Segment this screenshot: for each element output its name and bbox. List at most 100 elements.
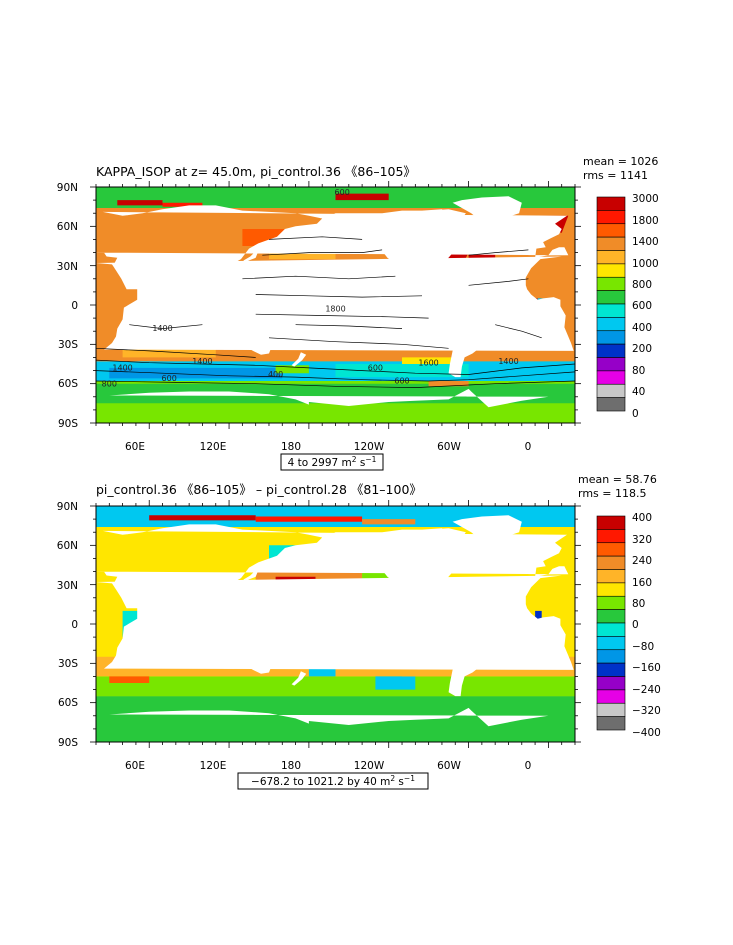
field-patch bbox=[335, 193, 389, 201]
land-borneo bbox=[214, 295, 228, 311]
panel2-cbar-label-320: 320 bbox=[632, 534, 652, 546]
field-patch bbox=[402, 357, 456, 364]
land-borneo bbox=[214, 614, 228, 630]
land-sumatra bbox=[195, 617, 211, 632]
panel1-cbar-label-0: 0 bbox=[632, 408, 639, 420]
field-patch bbox=[255, 516, 363, 522]
panel2-rms: rms = 118.5 bbox=[578, 487, 646, 500]
panel2-ytick-30n: 30N bbox=[57, 580, 78, 592]
field-patch bbox=[375, 676, 416, 690]
panel2-land bbox=[96, 515, 574, 742]
colorbar-swatch bbox=[596, 702, 626, 717]
contour-line bbox=[495, 324, 542, 339]
contour-line bbox=[268, 236, 363, 240]
land-philippines bbox=[229, 600, 237, 617]
land-antarctica bbox=[109, 707, 549, 742]
contour-label: 1400 bbox=[498, 357, 518, 366]
panel1-ytick-90n: 90N bbox=[57, 182, 78, 194]
panel2-cbar-label-160: 160 bbox=[632, 577, 652, 589]
panel-difference: pi_control.36 《86–105》 – pi_control.28 《… bbox=[57, 473, 661, 790]
contour-line bbox=[268, 337, 449, 349]
contour-line bbox=[468, 249, 529, 256]
field-patch bbox=[117, 200, 163, 206]
panel2-ytick-60n: 60N bbox=[57, 540, 78, 552]
panel1-rms: rms = 1141 bbox=[583, 169, 648, 182]
land-newguinea bbox=[243, 625, 269, 636]
contour-label: 1400 bbox=[112, 364, 132, 373]
contour-label: 600 bbox=[162, 374, 177, 383]
field-patch bbox=[149, 515, 256, 521]
panel1-range-label: 4 to 2997 m2 s−1 bbox=[288, 455, 377, 469]
field-patch bbox=[362, 519, 416, 525]
field-patch bbox=[109, 676, 150, 683]
colorbar-swatch bbox=[596, 263, 626, 278]
contour-label: 600 bbox=[394, 377, 409, 386]
colorbar-swatch bbox=[596, 276, 626, 291]
panel1-xtick-120w: 120W bbox=[354, 441, 385, 453]
contour-label: 1400 bbox=[152, 324, 172, 333]
panel1-cbar-label-400: 400 bbox=[632, 322, 652, 334]
field-patch bbox=[96, 676, 575, 697]
panel1-range-box bbox=[280, 453, 384, 471]
panel2-cbar-label-m240: −240 bbox=[632, 684, 661, 696]
colorbar-swatch bbox=[596, 716, 626, 731]
contour-label: 1400 bbox=[192, 357, 212, 366]
contour-line bbox=[96, 347, 256, 358]
panel1-xtick-180: 180 bbox=[281, 441, 301, 453]
panel1-ytick-30n: 30N bbox=[57, 261, 78, 273]
panel1-title: KAPPA_ISOP at z= 45.0m, pi_control.36 《8… bbox=[96, 164, 416, 179]
panel1-contour-lines bbox=[96, 236, 575, 388]
panel1-cbar-label-3000: 3000 bbox=[632, 193, 659, 205]
panel1-ytick-90s: 90S bbox=[58, 418, 78, 430]
land-antarctica bbox=[109, 388, 549, 423]
panel2-mean: mean = 58.76 bbox=[578, 473, 657, 486]
contour-line bbox=[262, 249, 383, 256]
panel2-ytick-90n: 90N bbox=[57, 501, 78, 513]
contour-line bbox=[255, 313, 429, 319]
panel2-map bbox=[96, 506, 575, 742]
panel2-cbar-label-240: 240 bbox=[632, 555, 652, 567]
contour-label: 1600 bbox=[418, 358, 438, 367]
contour-line bbox=[242, 275, 396, 280]
land-australia bbox=[221, 319, 273, 355]
panel1-land bbox=[96, 196, 574, 423]
colorbar-swatch bbox=[596, 582, 626, 597]
colorbar-swatch bbox=[596, 343, 626, 358]
panel1-cbar-label-80: 80 bbox=[632, 365, 645, 377]
contour-line bbox=[295, 324, 403, 329]
colorbar-swatch bbox=[596, 662, 626, 677]
colorbar-swatch bbox=[596, 636, 626, 651]
colorbar-swatch bbox=[596, 555, 626, 570]
contour-line bbox=[96, 370, 575, 382]
panel2-axis-ticks bbox=[90, 500, 581, 748]
colorbar-swatch bbox=[596, 303, 626, 318]
land-nz bbox=[291, 671, 307, 686]
panel2-xtick-60w: 60W bbox=[437, 760, 461, 772]
panel2-cbar-label-m80: −80 bbox=[632, 641, 654, 653]
panel1-cbar-label-1000: 1000 bbox=[632, 258, 659, 270]
colorbar-swatch bbox=[596, 569, 626, 584]
panel2-xtick-180: 180 bbox=[281, 760, 301, 772]
field-patch bbox=[428, 381, 469, 387]
field-patch bbox=[96, 383, 575, 404]
land-uk bbox=[540, 229, 550, 240]
contour-line bbox=[255, 294, 423, 298]
panel2-cbar-label-80: 80 bbox=[632, 598, 645, 610]
land-greenland bbox=[452, 196, 522, 227]
colorbar-swatch bbox=[596, 595, 626, 610]
land-australia bbox=[221, 638, 273, 674]
panel1-cbar-label-1800: 1800 bbox=[632, 215, 659, 227]
panel2-ytick-60s: 60S bbox=[58, 697, 78, 709]
panel1-map: 600 1400 1400 1800 1400 1600 600 600 1400 600 400 8… bbox=[96, 187, 575, 423]
land-java bbox=[210, 631, 222, 635]
colorbar-swatch bbox=[596, 515, 626, 530]
land-japan bbox=[242, 570, 259, 584]
colorbar-swatch bbox=[596, 196, 626, 211]
panel1-colorbar bbox=[596, 196, 626, 412]
panel2-title: pi_control.36 《86–105》 – pi_control.28 《… bbox=[96, 482, 422, 497]
panel2-cbar-label-400: 400 bbox=[632, 512, 652, 524]
panel2-ytick-90s: 90S bbox=[58, 737, 78, 749]
colorbar-swatch bbox=[596, 236, 626, 251]
panel2-colorbar-labels: 400 320 240 160 80 0 −80 −160 −240 −320 … bbox=[632, 512, 661, 739]
colorbar-swatch bbox=[596, 330, 626, 345]
